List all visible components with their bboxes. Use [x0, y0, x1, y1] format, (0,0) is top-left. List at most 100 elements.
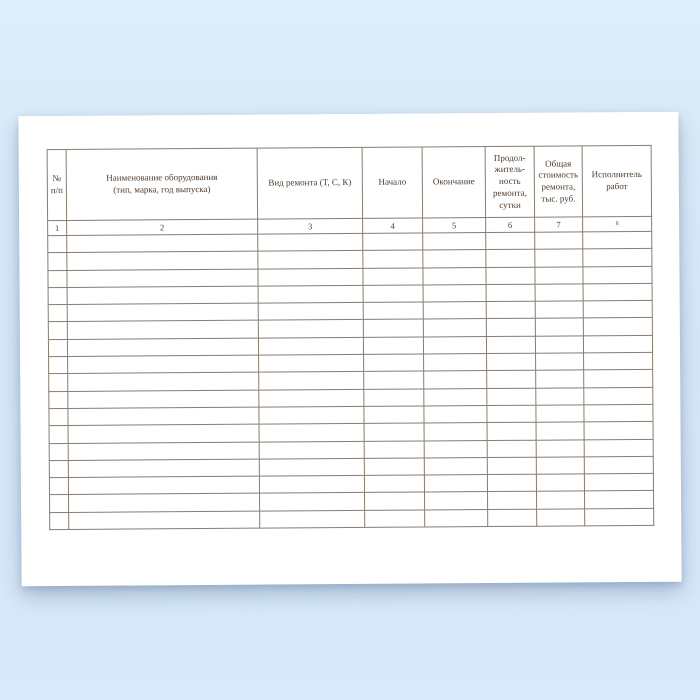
empty-cell	[535, 335, 584, 354]
empty-cell	[47, 270, 68, 288]
empty-cell	[258, 406, 365, 425]
empty-cell	[68, 510, 260, 530]
empty-cell	[535, 352, 584, 371]
empty-cell	[67, 337, 259, 357]
empty-cell	[362, 267, 424, 286]
empty-cell	[535, 404, 585, 423]
empty-cell	[362, 250, 423, 269]
empty-cell	[487, 422, 537, 441]
table-body	[47, 231, 654, 530]
empty-cell	[423, 301, 487, 320]
empty-cell	[47, 235, 67, 253]
empty-cell	[583, 283, 653, 302]
empty-cell	[424, 509, 488, 528]
empty-cell	[258, 285, 364, 304]
empty-cell	[48, 373, 68, 392]
empty-cell	[423, 336, 487, 355]
empty-cell	[535, 318, 584, 336]
empty-cell	[423, 353, 487, 372]
empty-cell	[536, 491, 585, 509]
empty-cell	[534, 249, 583, 267]
empty-cell	[259, 440, 365, 459]
empty-cell	[485, 249, 535, 268]
empty-cell	[48, 304, 68, 323]
empty-cell	[422, 267, 487, 285]
empty-cell	[584, 456, 654, 475]
empty-cell	[422, 232, 486, 251]
column-number: 4	[362, 217, 423, 234]
column-number: 6	[485, 217, 535, 233]
table-row	[49, 508, 654, 530]
empty-cell	[424, 474, 488, 493]
empty-cell	[583, 300, 653, 319]
empty-cell	[257, 233, 363, 252]
header-row-number: № п/п	[47, 149, 67, 221]
header-duration: Продол- житель- ность ремонта, сутки	[485, 146, 535, 218]
empty-cell	[258, 302, 364, 321]
empty-cell	[424, 422, 488, 441]
empty-cell	[487, 508, 537, 527]
empty-cell	[364, 492, 425, 511]
empty-cell	[259, 475, 365, 494]
empty-cell	[536, 474, 585, 492]
empty-cell	[259, 458, 365, 477]
header-total-cost: Общая стоимость ремонта, тыс. руб.	[534, 145, 583, 218]
empty-cell	[68, 424, 260, 444]
empty-cell	[423, 388, 487, 406]
empty-cell	[486, 318, 536, 337]
empty-cell	[582, 265, 653, 284]
empty-cell	[583, 335, 653, 353]
empty-cell	[584, 508, 654, 526]
empty-cell	[535, 370, 584, 388]
empty-cell	[364, 440, 425, 459]
empty-cell	[423, 405, 488, 424]
empty-cell	[67, 389, 259, 409]
empty-cell	[68, 458, 260, 478]
empty-cell	[486, 405, 537, 423]
empty-cell	[48, 287, 68, 305]
empty-cell	[49, 512, 69, 530]
empty-cell	[258, 371, 364, 390]
empty-cell	[364, 457, 425, 476]
empty-cell	[424, 457, 488, 476]
empty-cell	[486, 284, 536, 302]
empty-cell	[363, 405, 425, 424]
empty-cell	[66, 234, 258, 253]
empty-cell	[584, 473, 654, 492]
empty-cell	[536, 508, 585, 527]
empty-cell	[487, 457, 537, 475]
header-executor: Исполнитель работ	[582, 145, 652, 217]
form-sheet: № п/п Наименование оборудования (тип, ма…	[18, 111, 682, 587]
column-number: 3	[257, 218, 363, 235]
empty-cell	[363, 302, 424, 320]
empty-cell	[68, 441, 260, 461]
empty-cell	[423, 284, 487, 303]
empty-cell	[364, 475, 425, 493]
empty-cell	[49, 425, 69, 444]
empty-cell	[535, 283, 584, 302]
header-end: Окончание	[422, 146, 486, 218]
empty-cell	[68, 493, 260, 513]
empty-cell	[258, 319, 364, 338]
empty-cell	[583, 317, 653, 336]
empty-cell	[534, 266, 584, 285]
repair-log-table-wrap: № п/п Наименование оборудования (тип, ма…	[47, 145, 656, 530]
empty-cell	[48, 408, 69, 426]
empty-cell	[422, 249, 486, 268]
empty-cell	[257, 268, 364, 287]
empty-cell	[487, 439, 537, 458]
column-number: 2	[66, 219, 258, 236]
empty-cell	[363, 284, 424, 303]
empty-cell	[535, 301, 584, 319]
empty-cell	[424, 491, 488, 510]
empty-cell	[424, 440, 488, 458]
empty-cell	[363, 371, 424, 390]
column-number: 5	[422, 217, 486, 233]
empty-cell	[259, 423, 365, 442]
empty-cell	[534, 231, 583, 250]
empty-cell	[485, 232, 535, 250]
empty-cell	[423, 370, 487, 389]
empty-cell	[486, 353, 536, 371]
empty-cell	[66, 268, 259, 288]
empty-cell	[536, 456, 585, 475]
